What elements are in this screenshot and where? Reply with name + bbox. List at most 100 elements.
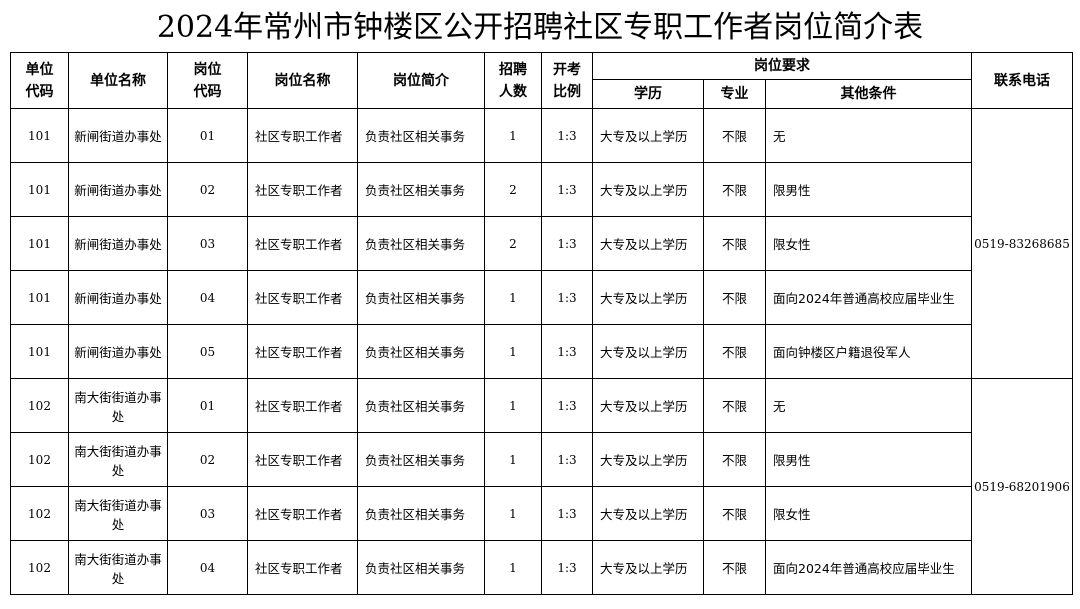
cell-hire-count: 2 [484, 162, 542, 217]
table-row: 102 南大街街道办事处 02 社区专职工作者 负责社区相关事务 1 1:3 大专及以上学历不… [10, 432, 1073, 487]
header-major: 专业 [703, 79, 766, 109]
cell-post-name: 社区专职工作者 [247, 432, 358, 487]
cell-unit-code: 102 [10, 432, 69, 487]
cell-education: 大专及以上学历 [592, 108, 704, 163]
cell-exam-ratio: 1:3 [541, 216, 593, 271]
cell-other: 限男性 [765, 162, 972, 217]
cell-education: 大专及以上学历 [592, 324, 704, 379]
cell-exam-ratio: 1:3 [541, 108, 593, 163]
table-row: 102 南大街街道办事处 01 社区专职工作者 负责社区相关事务 1 1:3 大专及以上学历不… [10, 378, 1073, 595]
cell-post-desc: 负责社区相关事务 [357, 486, 485, 541]
table-row: 101 新闸街道办事处 02 社区专职工作者 负责社区相关事务 2 1:3 大专及以上学历 不限… [10, 162, 1073, 217]
cell-major: 不限 [703, 324, 766, 379]
cell-post-code: 01 [167, 378, 248, 433]
cell-hire-count: 1 [484, 540, 542, 595]
cell-major: 不限 [703, 216, 766, 271]
positions-table: 单位代码 单位名称 岗位代码 岗位名称 岗位简介 招聘人数 开考比例 岗位要求 … [10, 52, 1073, 595]
cell-hire-count: 1 [484, 486, 542, 541]
header-post-code: 岗位代码 [167, 52, 248, 109]
cell-post-name: 社区专职工作者 [247, 324, 358, 379]
cell-unit-name: 南大街街道办事处 [68, 432, 168, 487]
cell-exam-ratio: 1:3 [541, 324, 593, 379]
cell-other: 面向钟楼区户籍退役军人 [765, 324, 972, 379]
cell-post-desc: 负责社区相关事务 [357, 324, 485, 379]
cell-unit-code: 101 [10, 270, 69, 325]
cell-post-name: 社区专职工作者 [247, 216, 358, 271]
cell-other: 限女性 [765, 486, 972, 541]
cell-post-desc: 负责社区相关事务 [357, 432, 485, 487]
cell-unit-code: 101 [10, 108, 69, 163]
table-row: 101 新闸街道办事处 01 社区专职工作者 负责社区相关事务 1 1:3 大专及以上学历 不限… [10, 108, 1073, 379]
cell-other: 面向2024年普通高校应届毕业生 [765, 540, 972, 595]
cell-phone: 0519-83268685 [971, 108, 1073, 379]
cell-post-code: 03 [167, 486, 248, 541]
cell-other: 无 [765, 378, 972, 433]
cell-unit-name: 南大街街道办事处 [68, 540, 168, 595]
cell-exam-ratio: 1:3 [541, 540, 593, 595]
cell-post-desc: 负责社区相关事务 [357, 378, 485, 433]
cell-unit-name: 南大街街道办事处 [68, 378, 168, 433]
cell-education: 大专及以上学历 [592, 216, 704, 271]
cell-major: 不限 [703, 108, 766, 163]
cell-unit-code: 102 [10, 486, 69, 541]
header-post-desc: 岗位简介 [357, 52, 485, 109]
cell-unit-name: 新闸街道办事处 [68, 108, 168, 163]
cell-post-name: 社区专职工作者 [247, 108, 358, 163]
cell-unit-name: 新闸街道办事处 [68, 270, 168, 325]
cell-other: 面向2024年普通高校应届毕业生 [765, 270, 972, 325]
cell-post-code: 03 [167, 216, 248, 271]
cell-education: 大专及以上学历 [592, 486, 704, 541]
cell-exam-ratio: 1:3 [541, 486, 593, 541]
cell-post-code: 04 [167, 540, 248, 595]
cell-exam-ratio: 1:3 [541, 378, 593, 433]
cell-major: 不限 [703, 378, 766, 433]
header-exam-ratio: 开考比例 [541, 52, 593, 109]
cell-post-code: 02 [167, 432, 248, 487]
cell-education: 大专及以上学历 [592, 378, 704, 433]
cell-unit-name: 新闸街道办事处 [68, 162, 168, 217]
header-other: 其他条件 [765, 79, 972, 109]
cell-post-name: 社区专职工作者 [247, 540, 358, 595]
table-row: 101 新闸街道办事处 04 社区专职工作者 负责社区相关事务 1 1:3 大专及以上学历 不限… [10, 270, 1073, 325]
cell-post-desc: 负责社区相关事务 [357, 162, 485, 217]
cell-post-desc: 负责社区相关事务 [357, 540, 485, 595]
cell-other: 无 [765, 108, 972, 163]
cell-hire-count: 1 [484, 108, 542, 163]
cell-post-name: 社区专职工作者 [247, 270, 358, 325]
cell-major: 不限 [703, 162, 766, 217]
cell-unit-code: 101 [10, 162, 69, 217]
cell-major: 不限 [703, 540, 766, 595]
cell-major: 不限 [703, 486, 766, 541]
cell-post-desc: 负责社区相关事务 [357, 108, 485, 163]
cell-phone: 0519-68201906 [971, 378, 1073, 595]
cell-post-code: 05 [167, 324, 248, 379]
cell-post-code: 01 [167, 108, 248, 163]
cell-unit-code: 102 [10, 540, 69, 595]
cell-education: 大专及以上学历 [592, 270, 704, 325]
header-phone: 联系电话 [971, 52, 1073, 109]
cell-post-code: 04 [167, 270, 248, 325]
cell-unit-name: 南大街街道办事处 [68, 486, 168, 541]
header-hire-count: 招聘人数 [484, 52, 542, 109]
cell-major: 不限 [703, 432, 766, 487]
header-unit-name: 单位名称 [68, 52, 168, 109]
table-row: 102 南大街街道办事处 03 社区专职工作者 负责社区相关事务 1 1:3 大专及以上学历不… [10, 486, 1073, 541]
cell-unit-code: 102 [10, 378, 69, 433]
header-unit-code: 单位代码 [10, 52, 69, 109]
cell-unit-code: 101 [10, 216, 69, 271]
cell-unit-name: 新闸街道办事处 [68, 324, 168, 379]
cell-hire-count: 1 [484, 432, 542, 487]
cell-other: 限男性 [765, 432, 972, 487]
cell-unit-name: 新闸街道办事处 [68, 216, 168, 271]
table-row: 101 新闸街道办事处 05 社区专职工作者 负责社区相关事务 1 1:3 大专及以上学历 不限… [10, 324, 1073, 379]
cell-hire-count: 1 [484, 270, 542, 325]
cell-education: 大专及以上学历 [592, 432, 704, 487]
cell-unit-code: 101 [10, 324, 69, 379]
cell-post-name: 社区专职工作者 [247, 162, 358, 217]
header-post-name: 岗位名称 [247, 52, 358, 109]
cell-post-code: 02 [167, 162, 248, 217]
page-title: 2024年常州市钟楼区公开招聘社区专职工作者岗位简介表 [156, 10, 924, 45]
cell-hire-count: 1 [484, 324, 542, 379]
cell-post-desc: 负责社区相关事务 [357, 270, 485, 325]
cell-hire-count: 1 [484, 378, 542, 433]
